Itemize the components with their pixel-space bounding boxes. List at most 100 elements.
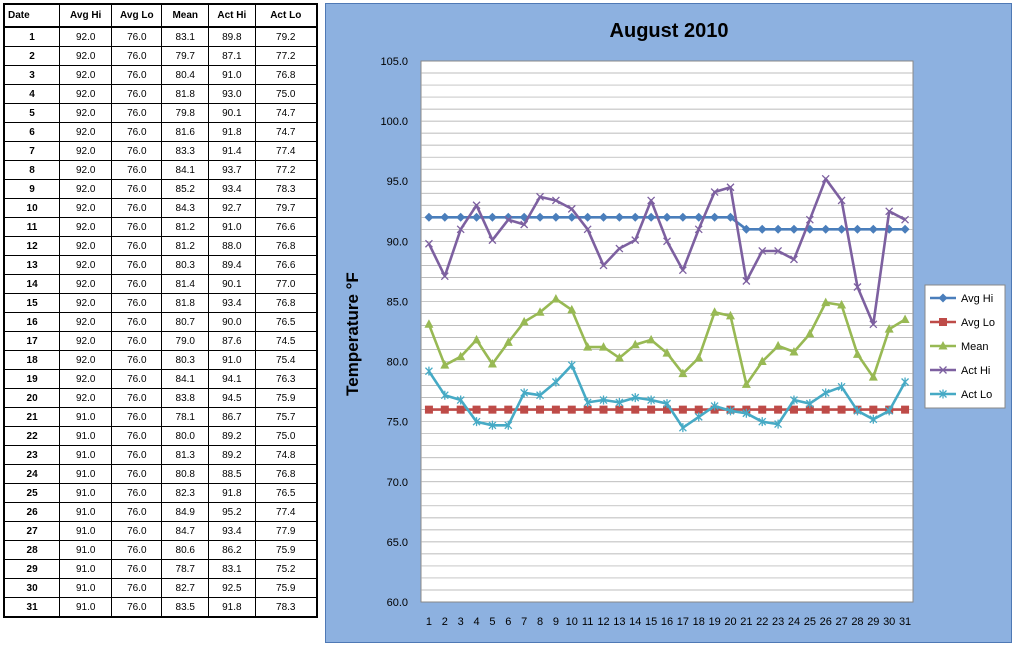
data-point-avg-lo bbox=[901, 405, 910, 414]
table-cell: 81.2 bbox=[161, 236, 210, 256]
data-point-avg-lo bbox=[551, 405, 560, 414]
data-point-mean bbox=[535, 307, 545, 316]
table-cell: 92.0 bbox=[59, 369, 113, 389]
table-cell: 92.0 bbox=[59, 217, 113, 237]
table-cell: 91.0 bbox=[59, 578, 113, 598]
data-point-act-hi bbox=[424, 239, 433, 248]
data-point-act-lo bbox=[504, 420, 513, 430]
data-point-act-hi bbox=[885, 207, 894, 216]
data-point-mean bbox=[725, 310, 735, 320]
table-cell: 74.5 bbox=[254, 331, 318, 351]
data-point-act-lo bbox=[837, 382, 846, 392]
x-tick-label: 18 bbox=[693, 616, 705, 628]
table-cell: 81.8 bbox=[161, 84, 210, 104]
table-cell: 91.0 bbox=[59, 464, 113, 484]
x-tick-label: 31 bbox=[899, 616, 911, 628]
data-point-avg-hi bbox=[440, 212, 450, 222]
table-cell: 77.9 bbox=[254, 521, 318, 541]
table-cell: 87.6 bbox=[208, 331, 256, 351]
y-axis-label: Temperature °F bbox=[343, 272, 362, 396]
table-cell: 95.2 bbox=[208, 502, 256, 522]
table-row: 5 92.0 76.0 79.8 90.1 74.7 bbox=[3, 103, 318, 123]
column-header-avg-hi: Avg Hi bbox=[59, 3, 113, 28]
x-tick-label: 23 bbox=[772, 616, 784, 628]
data-point-avg-hi bbox=[694, 212, 704, 222]
data-point-act-hi bbox=[631, 236, 640, 245]
data-point-act-hi bbox=[663, 237, 671, 246]
y-tick-label: 75.0 bbox=[387, 417, 408, 429]
table-cell: 92.0 bbox=[59, 236, 113, 256]
table-cell: 76.0 bbox=[111, 46, 163, 66]
legend-item-avg-lo: Avg Lo bbox=[930, 317, 995, 329]
data-point-avg-hi bbox=[757, 224, 767, 234]
data-point-avg-hi bbox=[789, 224, 799, 234]
data-point-act-hi bbox=[551, 196, 560, 205]
date-cell: 20 bbox=[3, 388, 61, 408]
data-point-mean bbox=[424, 319, 434, 328]
table-cell: 76.6 bbox=[254, 255, 318, 275]
table-row: 21 91.0 76.0 78.1 86.7 75.7 bbox=[3, 407, 318, 427]
data-point-avg-hi bbox=[868, 224, 878, 234]
table-row: 19 92.0 76.0 84.1 94.1 76.3 bbox=[3, 369, 318, 389]
date-cell: 18 bbox=[3, 350, 61, 370]
data-point-act-lo bbox=[583, 397, 592, 407]
table-header-row: Date Avg Hi Avg Lo Mean Act Hi Act Lo bbox=[3, 3, 318, 28]
x-tick-label: 3 bbox=[458, 616, 464, 628]
data-point-avg-lo bbox=[615, 405, 624, 414]
date-cell: 19 bbox=[3, 369, 61, 389]
table-cell: 76.8 bbox=[254, 236, 318, 256]
column-header-date: Date bbox=[3, 3, 61, 28]
table-cell: 79.0 bbox=[161, 331, 210, 351]
table-cell: 76.0 bbox=[111, 198, 163, 218]
table-body: 1 92.0 76.0 83.1 89.8 79.2 2 92.0 76.0 79.7 87.1 77… bbox=[3, 26, 318, 618]
table-cell: 91.0 bbox=[59, 597, 113, 618]
x-tick-label: 21 bbox=[740, 616, 752, 628]
table-cell: 76.0 bbox=[111, 388, 163, 408]
data-point-act-hi bbox=[440, 272, 449, 281]
column-header-avg-lo: Avg Lo bbox=[111, 3, 163, 28]
data-point-mean bbox=[599, 342, 609, 351]
data-point-mean bbox=[583, 342, 593, 351]
y-tick-label: 80.0 bbox=[387, 357, 408, 369]
data-point-act-lo bbox=[694, 412, 703, 422]
data-point-avg-lo bbox=[472, 405, 481, 414]
data-point-act-hi bbox=[726, 183, 735, 192]
table-row: 27 91.0 76.0 84.7 93.4 77.9 bbox=[3, 521, 318, 541]
table-cell: 93.4 bbox=[208, 293, 256, 313]
legend-item-avg-hi: Avg Hi bbox=[930, 293, 993, 305]
table-cell: 91.0 bbox=[208, 65, 256, 85]
table-cell: 91.4 bbox=[208, 141, 256, 161]
y-tick-label: 85.0 bbox=[387, 296, 408, 308]
table-cell: 76.0 bbox=[111, 559, 163, 579]
data-point-act-hi bbox=[742, 277, 751, 285]
date-cell: 14 bbox=[3, 274, 61, 294]
table-row: 14 92.0 76.0 81.4 90.1 77.0 bbox=[3, 274, 318, 294]
data-point-mean bbox=[773, 340, 783, 350]
data-point-act-lo bbox=[821, 388, 830, 398]
data-point-mean bbox=[821, 297, 831, 307]
data-point-avg-lo bbox=[583, 405, 592, 414]
data-point-act-lo bbox=[710, 401, 719, 411]
table-cell: 75.9 bbox=[254, 540, 318, 560]
table-cell: 76.0 bbox=[111, 122, 163, 142]
table-cell: 87.1 bbox=[208, 46, 256, 66]
data-point-act-lo bbox=[853, 406, 862, 416]
x-tick-label: 26 bbox=[820, 616, 832, 628]
legend-label: Mean bbox=[961, 341, 989, 353]
data-point-act-hi bbox=[536, 192, 544, 201]
table-cell: 84.1 bbox=[161, 160, 210, 180]
table-cell: 92.0 bbox=[59, 84, 113, 104]
table-cell: 92.7 bbox=[208, 198, 256, 218]
data-point-mean bbox=[662, 348, 672, 357]
date-cell: 17 bbox=[3, 331, 61, 351]
date-cell: 24 bbox=[3, 464, 61, 484]
table-cell: 92.0 bbox=[59, 141, 113, 161]
data-point-avg-hi bbox=[725, 212, 735, 222]
column-header-mean: Mean bbox=[161, 3, 210, 28]
table-cell: 75.7 bbox=[254, 407, 318, 427]
x-tick-label: 16 bbox=[661, 616, 673, 628]
table-cell: 75.2 bbox=[254, 559, 318, 579]
legend-entries: Avg Hi Avg Lo Mean Act Hi Act Lo bbox=[930, 293, 995, 401]
x-tick-label: 6 bbox=[505, 616, 511, 628]
table-row: 2 92.0 76.0 79.7 87.1 77.2 bbox=[3, 46, 318, 66]
